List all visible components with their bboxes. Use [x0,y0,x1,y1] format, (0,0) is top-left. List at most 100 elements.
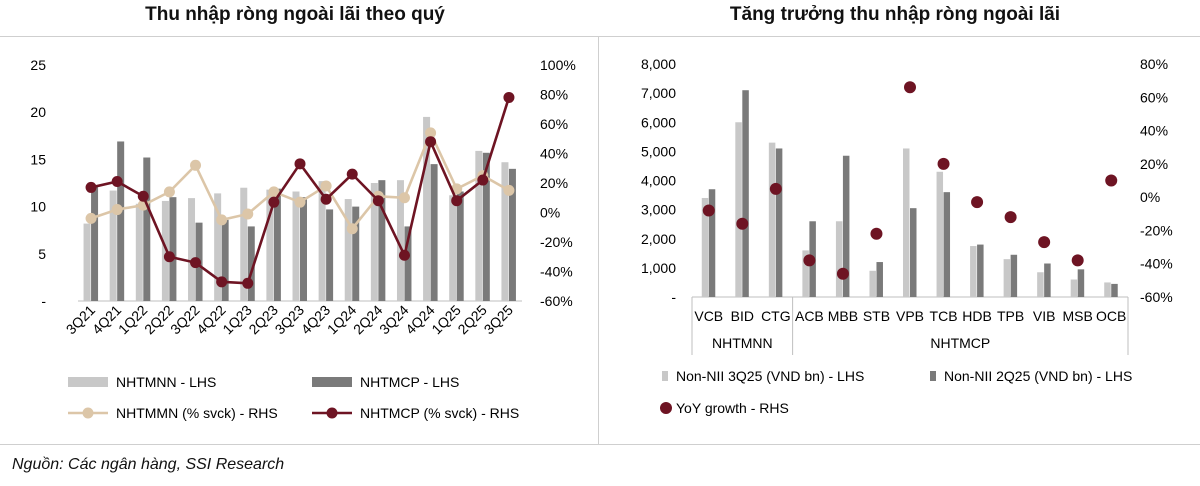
chart1-point-nhtmcp [398,249,410,261]
chart2-bar-3q25 [802,250,809,297]
chart1-x-tick: 3Q23 [272,302,308,338]
chart2-y-left-tick: 7,000 [641,85,676,101]
chart2-point-yoy [1004,211,1017,224]
chart1-x-tick: 2Q24 [350,302,386,338]
chart1-x-tick: 1Q23 [219,302,255,338]
chart1-point-nhtmnn [294,196,306,208]
chart2-point-yoy [702,204,715,217]
chart1-bar-nhtmcp [273,188,281,301]
chart2-y-left-tick: 5,000 [641,143,676,159]
chart2-y-left-tick: 3,000 [641,202,676,218]
chart2-legend-label: Non-NII 2Q25 (VND bn) - LHS [944,368,1132,384]
chart1-legend-label: NHTMNN - LHS [116,374,216,390]
chart1-bar-nhtmnn [344,199,352,301]
chart2-bar-3q25 [1104,282,1111,297]
chart1-y-left-tick: 15 [30,151,46,167]
chart1-point-nhtmnn [163,186,175,198]
chart2-y-right-tick: 60% [1140,89,1168,105]
chart2-y-left-tick: 4,000 [641,173,676,189]
chart1-x-tick: 1Q22 [115,302,151,338]
chart2-plot: - 1,000 2,000 3,000 4,000 5,000 6,000 7,000 8,00… [641,56,1173,416]
chart1-bar-nhtmcp [326,209,334,301]
chart1-bar-nhtmcp [508,168,516,301]
chart1-y-left-tick: 5 [38,246,46,262]
chart1-y-left-tick: 20 [30,104,46,120]
chart1-point-nhtmcp [320,193,332,205]
chart1-point-nhtmnn [320,180,332,192]
chart2-bar-2q25 [1010,254,1018,297]
chart2-bar-3q25 [869,270,876,297]
chart2-bar-2q25 [876,262,883,297]
chart2-bar-2q25 [1111,283,1118,297]
chart1-legend-swatch [68,377,108,387]
chart1-point-nhtmnn [111,204,123,216]
chart1-point-nhtmcp [242,277,254,289]
chart2-point-yoy [870,227,883,240]
chart2-legend-swatch [930,371,936,381]
chart2-group-label: NHTMNN [712,335,773,351]
chart2-bar-2q25 [943,192,951,297]
chart1-bar-nhtmnn [370,183,378,301]
chart1-point-nhtmcp [216,276,228,288]
chart2-x-tick: VCB [694,308,723,324]
chart1-x-tick: 4Q24 [402,302,438,338]
chart2-group-label: NHTMCP [930,335,990,351]
chart2-x-tick: BID [731,308,754,324]
chart2-bar-2q25 [842,155,850,297]
chart2-point-yoy [1105,174,1118,187]
chart2-x-tick: CTG [761,308,791,324]
chart2-y-right-tick: 0% [1140,189,1160,205]
chart2-point-yoy [904,81,916,94]
chart1-bar-nhtmnn [83,223,91,301]
chart1-point-nhtmcp [503,91,515,103]
chart1-point-nhtmnn [268,186,280,198]
chart1-x-tick: 2Q22 [141,302,177,338]
chart1-point-nhtmcp [137,190,149,202]
chart1-bar-nhtmnn [188,198,196,301]
chart1-point-nhtmcp [346,168,358,180]
chart2-x-tick: MSB [1063,308,1093,324]
chart1-x-tick: 3Q22 [167,302,203,338]
chart1-point-nhtmcp [477,174,489,186]
chart2-y-right-tick: -60% [1140,289,1173,305]
chart2-x-tick: MBB [828,308,858,324]
chart2-x-tick: TCB [930,308,958,324]
chart1-point-nhtmnn [242,208,254,220]
chart2-point-yoy [803,254,816,267]
chart1-bar-nhtmnn [423,116,431,301]
source-note: Nguồn: Các ngân hàng, SSI Research [12,456,285,473]
chart2-point-yoy [769,182,782,195]
chart2-bar-3q25 [735,122,742,297]
chart1-legend-marker [82,407,94,419]
chart2-y-right-tick: 80% [1140,56,1168,72]
chart1-bar-nhtmnn [266,189,274,301]
chart1-x-tick: 1Q24 [324,302,360,338]
chart2-point-yoy [1071,254,1084,267]
chart2-bar-3q25 [1003,259,1011,297]
chart1-x-tick: 3Q25 [481,302,517,338]
chart2-legend-label: YoY growth - RHS [676,400,789,416]
chart2-bar-2q25 [910,208,917,297]
chart1-x-tick: 4Q22 [193,302,229,338]
chart2-x-tick: VIB [1033,308,1056,324]
chart1-y-right-tick: -20% [540,234,573,250]
chart1-x-tick: 1Q25 [428,302,464,338]
chart2-bar-3q25 [768,142,776,297]
chart2-bar-2q25 [1044,263,1051,297]
chart1-x-tick: 2Q25 [454,302,490,338]
chart1-bar-nhtmnn [135,203,143,301]
chart2-x-tick: ACB [795,308,824,324]
chart1-bar-nhtmnn [475,150,483,301]
chart1-point-nhtmcp [163,251,175,263]
chart2-bar-2q25 [742,90,749,298]
chart1-bar-nhtmnn [318,181,326,301]
chart1-y-right-tick: 0% [540,205,560,221]
chart2-point-yoy [736,217,749,230]
chart1-bar-nhtmnn [214,193,222,301]
chart1-bar-nhtmcp [482,152,490,301]
chart1-point-nhtmcp [111,176,123,188]
chart1-bar-nhtmnn [501,162,509,301]
center-divider [598,36,599,444]
chart1-point-nhtmcp [425,136,437,148]
